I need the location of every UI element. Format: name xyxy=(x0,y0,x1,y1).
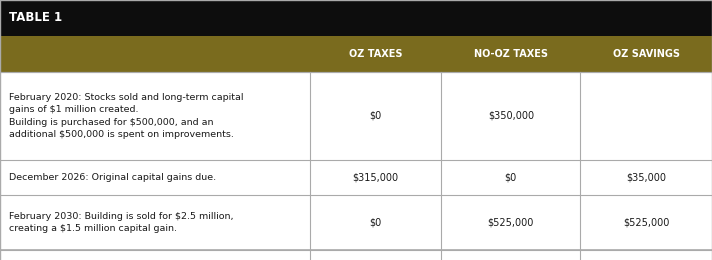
Text: NO-OZ TAXES: NO-OZ TAXES xyxy=(474,49,548,59)
Text: $0: $0 xyxy=(505,173,517,183)
Text: $0: $0 xyxy=(370,111,382,121)
Bar xyxy=(0,72,712,160)
Text: December 2026: Original capital gains due.: December 2026: Original capital gains du… xyxy=(9,173,216,182)
Bar xyxy=(0,36,712,72)
Bar xyxy=(0,160,712,195)
Text: OZ TAXES: OZ TAXES xyxy=(349,49,402,59)
Text: $525,000: $525,000 xyxy=(623,218,669,228)
Bar xyxy=(0,0,712,36)
Text: OZ SAVINGS: OZ SAVINGS xyxy=(612,49,680,59)
Bar xyxy=(0,250,712,260)
Text: $35,000: $35,000 xyxy=(626,173,666,183)
Text: $0: $0 xyxy=(370,218,382,228)
Text: $315,000: $315,000 xyxy=(352,173,399,183)
Bar xyxy=(0,195,712,250)
Text: February 2020: Stocks sold and long-term capital
gains of $1 million created.
Bu: February 2020: Stocks sold and long-term… xyxy=(9,93,244,139)
Text: $350,000: $350,000 xyxy=(488,111,534,121)
Text: $525,000: $525,000 xyxy=(488,218,534,228)
Text: February 2030: Building is sold for $2.5 million,
creating a $1.5 million capita: February 2030: Building is sold for $2.5… xyxy=(9,212,234,233)
Text: TABLE 1: TABLE 1 xyxy=(9,11,63,24)
